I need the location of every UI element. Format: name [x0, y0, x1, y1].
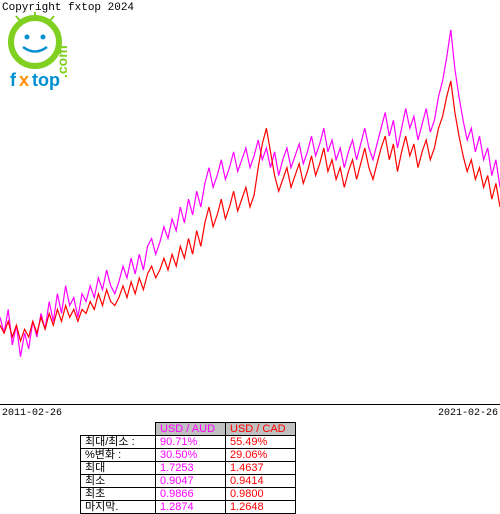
- cell-usd-aud: 1.2874: [156, 501, 226, 514]
- table-row: USD / AUDUSD / CAD: [81, 423, 296, 436]
- cell-usd-aud: 30.50%: [156, 449, 226, 462]
- row-label: 최대/최소 :: [81, 436, 156, 449]
- x-axis-end-date: 2021-02-26: [438, 408, 498, 419]
- cell-usd-cad: 1.4637: [226, 462, 296, 475]
- cell-usd-cad: 0.9414: [226, 475, 296, 488]
- cell-usd-aud: USD / AUD: [156, 423, 226, 436]
- row-label: 최소: [81, 475, 156, 488]
- cell-usd-cad: 55.49%: [226, 436, 296, 449]
- cell-usd-cad: 0.9800: [226, 488, 296, 501]
- table-row: 최대1.72531.4637: [81, 462, 296, 475]
- row-label: 최대: [81, 462, 156, 475]
- cell-usd-aud: 90.71%: [156, 436, 226, 449]
- row-label: 마지막.: [81, 501, 156, 514]
- row-label: [81, 423, 156, 436]
- cell-usd-cad: 1.2648: [226, 501, 296, 514]
- chart-series-usd---aud: [0, 30, 500, 357]
- cell-usd-aud: 0.9047: [156, 475, 226, 488]
- x-axis-start-date: 2011-02-26: [2, 408, 62, 419]
- line-chart: [0, 10, 500, 405]
- table-row: 최초0.98660.9800: [81, 488, 296, 501]
- row-label: %변화 :: [81, 449, 156, 462]
- table-row: %변화 :30.50%29.06%: [81, 449, 296, 462]
- cell-usd-cad: USD / CAD: [226, 423, 296, 436]
- cell-usd-aud: 0.9866: [156, 488, 226, 501]
- summary-table: USD / AUDUSD / CAD최대/최소 :90.71%55.49%%변화…: [80, 422, 296, 514]
- row-label: 최초: [81, 488, 156, 501]
- cell-usd-cad: 29.06%: [226, 449, 296, 462]
- cell-usd-aud: 1.7253: [156, 462, 226, 475]
- table-row: 최대/최소 :90.71%55.49%: [81, 436, 296, 449]
- table-row: 최소0.90470.9414: [81, 475, 296, 488]
- table-row: 마지막.1.28741.2648: [81, 501, 296, 514]
